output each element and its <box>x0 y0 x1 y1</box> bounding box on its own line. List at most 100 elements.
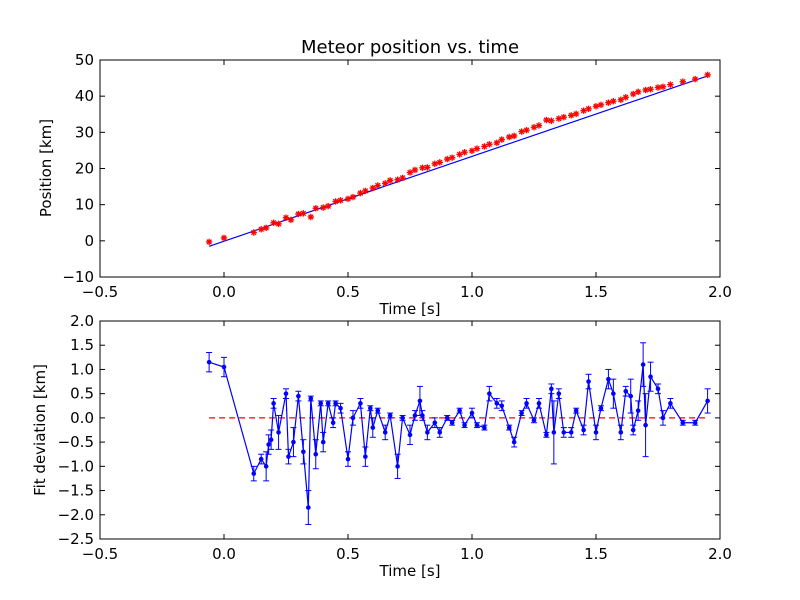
deviation-data-point <box>593 430 599 435</box>
deviation-chart: Time [s] Fit deviation [km] −0.5 0.0 0.5 1.… <box>31 312 732 580</box>
deviation-data-point <box>630 427 636 433</box>
deviation-plot-area <box>206 342 711 525</box>
position-data-point <box>374 182 381 189</box>
deviation-data-point <box>286 454 291 459</box>
deviation-data-point <box>660 415 666 421</box>
deviation-data-point <box>370 425 376 430</box>
position-data-point <box>205 238 213 246</box>
deviation-data-point <box>561 430 567 435</box>
position-data-point <box>555 115 562 122</box>
position-data-point <box>461 149 468 156</box>
deviation-data-point <box>668 401 673 406</box>
deviation-y-tick-label: −0.5 <box>58 433 94 451</box>
position-data-point <box>667 81 674 88</box>
deviation-data-point <box>258 456 264 462</box>
deviation-data-point <box>573 408 579 413</box>
position-data-point <box>530 124 538 131</box>
deviation-x-tick-label: 2.0 <box>708 545 732 563</box>
position-data-point <box>506 133 513 141</box>
position-data-point <box>642 86 649 94</box>
deviation-data-point <box>524 401 529 406</box>
deviation-data-point <box>263 464 269 469</box>
deviation-data-point <box>568 430 574 435</box>
deviation-data-point <box>628 393 634 399</box>
deviation-y-tick-label: −2.5 <box>58 530 94 548</box>
deviation-y-tick-label: −1.0 <box>58 457 94 475</box>
position-data-point <box>622 94 629 101</box>
deviation-data-point <box>611 391 616 396</box>
position-data-point <box>357 189 364 197</box>
deviation-data-point <box>333 401 338 406</box>
position-data-point <box>634 88 642 96</box>
position-data-point <box>535 122 543 129</box>
deviation-data-point <box>330 420 336 426</box>
deviation-data-point <box>551 430 557 435</box>
position-data-point <box>424 164 431 171</box>
deviation-data-point <box>382 430 388 435</box>
deviation-data-point <box>506 425 512 430</box>
position-data-point <box>510 132 518 140</box>
position-data-point <box>548 117 555 124</box>
position-data-point <box>349 193 357 201</box>
position-data-point <box>295 210 302 218</box>
position-data-point <box>610 98 617 105</box>
position-data-point <box>394 176 401 183</box>
position-data-point <box>337 197 344 204</box>
position-x-tick-label: −0.5 <box>82 283 118 301</box>
deviation-data-point <box>536 401 542 406</box>
deviation-data-point <box>308 396 314 401</box>
deviation-data-point <box>623 388 629 394</box>
position-y-tick-label: 40 <box>75 87 94 105</box>
position-data-point <box>332 198 339 205</box>
deviation-data-point <box>206 359 212 365</box>
deviation-y-axis-label: Fit deviation [km] <box>31 364 49 496</box>
position-data-point <box>344 195 352 203</box>
position-data-point <box>307 213 314 221</box>
deviation-data-point <box>387 413 393 418</box>
position-data-point <box>275 220 282 228</box>
deviation-data-point <box>680 420 686 426</box>
position-data-point <box>399 174 406 182</box>
deviation-data-point <box>368 405 373 411</box>
position-data-point <box>258 226 265 233</box>
deviation-data-point <box>412 413 418 418</box>
position-data-point <box>659 83 667 90</box>
deviation-y-tick-label: 1.0 <box>70 360 94 378</box>
position-data-point <box>300 210 307 217</box>
deviation-data-point <box>519 410 524 416</box>
position-y-tick-label: 50 <box>75 51 94 69</box>
position-data-point <box>220 234 228 242</box>
deviation-data-point <box>556 391 562 396</box>
deviation-data-point <box>350 415 356 421</box>
deviation-data-point <box>296 393 301 399</box>
position-data-point <box>270 219 277 226</box>
position-data-point <box>473 145 481 152</box>
deviation-axis-ticks: −0.5 0.0 0.5 1.0 1.5 2.0 −2.5 −2.0 −1.5 −1.0 −0.5 0… <box>58 312 732 563</box>
position-y-tick-label: 10 <box>75 196 94 214</box>
deviation-data-point <box>271 401 276 406</box>
deviation-data-point <box>635 408 641 413</box>
deviation-data-point <box>221 364 227 370</box>
deviation-data-point <box>345 456 351 462</box>
deviation-y-tick-label: 1.5 <box>70 336 94 354</box>
position-data-point <box>382 180 389 187</box>
deviation-y-tick-label: −1.5 <box>58 482 94 500</box>
deviation-data-point <box>449 420 455 426</box>
position-x-axis-label: Time [s] <box>379 300 441 318</box>
position-data-point <box>679 78 686 85</box>
deviation-data-point <box>417 398 423 404</box>
deviation-data-point <box>306 505 311 510</box>
deviation-data-point <box>598 405 604 411</box>
position-data-point <box>568 112 575 119</box>
deviation-x-axis-label: Time [s] <box>379 562 441 580</box>
position-data-point <box>369 184 376 192</box>
deviation-data-point <box>606 376 611 382</box>
deviation-data-point <box>320 439 326 445</box>
position-data-point <box>486 141 493 148</box>
deviation-data-point <box>586 379 591 384</box>
position-plot-area <box>205 71 711 247</box>
deviation-data-point <box>444 415 450 421</box>
position-data-point <box>448 154 456 161</box>
position-data-point <box>692 75 699 83</box>
